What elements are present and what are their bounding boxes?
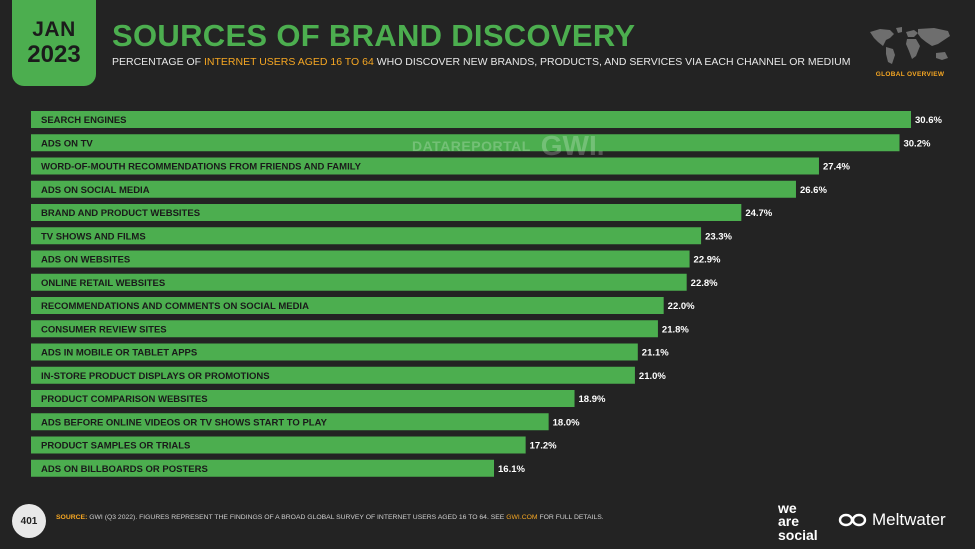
bar-category-label: ADS IN MOBILE OR TABLET APPS: [41, 348, 197, 359]
bar-value-label: 30.2%: [903, 138, 930, 149]
bar: [31, 436, 526, 454]
bar: [31, 390, 575, 407]
bar-value-label: 24.7%: [745, 208, 772, 219]
date-month: JAN: [32, 18, 76, 41]
bar-value-label: 22.8%: [691, 278, 718, 289]
bar: [31, 180, 796, 198]
bar-value-label: 17.2%: [530, 441, 557, 452]
bar: [31, 134, 900, 152]
bar-category-label: ONLINE RETAIL WEBSITES: [41, 278, 165, 289]
bar-value-label: 21.0%: [639, 371, 666, 382]
we-are-social-logo-text: we are social: [778, 500, 818, 543]
bar: [31, 459, 495, 477]
bar-value-label: 26.6%: [800, 185, 827, 196]
bar: [31, 204, 742, 221]
source-note: SOURCE: GWI (Q3 2022). FIGURES REPRESENT…: [56, 514, 604, 521]
bar-value-label: 21.1%: [642, 348, 669, 359]
bar: [31, 157, 819, 175]
meltwater-logo: Meltwater: [838, 510, 946, 530]
bar: [31, 320, 658, 338]
bar-value-label: 30.6%: [915, 115, 942, 126]
bar-category-label: ADS ON WEBSITES: [41, 255, 130, 266]
bar-value-label: 23.3%: [705, 231, 732, 242]
bar: [31, 227, 702, 245]
date-year: 2023: [27, 41, 81, 68]
bar-value-label: 22.9%: [694, 255, 721, 266]
world-map-icon: [870, 27, 950, 64]
bar-category-label: BRAND AND PRODUCT WEBSITES: [41, 208, 200, 219]
bar-category-label: CONSUMER REVIEW SITES: [41, 324, 167, 335]
bar-value-label: 22.0%: [668, 301, 695, 312]
subtitle-pre: PERCENTAGE OF: [112, 56, 204, 68]
page-title: SOURCES OF BRAND DISCOVERY: [112, 18, 636, 53]
bar: [31, 343, 638, 361]
bar: [31, 413, 549, 431]
bar-value-label: 18.0%: [553, 417, 580, 428]
bar: [31, 111, 911, 128]
bar-category-label: ADS ON BILLBOARDS OR POSTERS: [41, 464, 208, 475]
bar-category-label: PRODUCT COMPARISON WEBSITES: [41, 394, 208, 405]
source-end: FOR FULL DETAILS.: [537, 514, 604, 521]
source-link[interactable]: GWI.COM: [506, 514, 538, 521]
bar: [31, 366, 635, 384]
bar-category-label: ADS BEFORE ONLINE VIDEOS OR TV SHOWS STA…: [41, 417, 328, 428]
bar-value-label: 16.1%: [498, 464, 525, 475]
bar-category-label: PRODUCT SAMPLES OR TRIALS: [41, 441, 190, 452]
bar-category-label: TV SHOWS AND FILMS: [41, 231, 146, 242]
bar: [31, 250, 690, 268]
bar-category-label: RECOMMENDATIONS AND COMMENTS ON SOCIAL M…: [41, 301, 309, 312]
bar-value-label: 18.9%: [579, 394, 606, 405]
bar-category-label: SEARCH ENGINES: [41, 115, 127, 126]
page-number: 401: [12, 504, 46, 538]
meltwater-logo-text: Meltwater: [872, 510, 946, 529]
page-subtitle: PERCENTAGE OF INTERNET USERS AGED 16 TO …: [112, 56, 850, 68]
subtitle-post: WHO DISCOVER NEW BRANDS, PRODUCTS, AND S…: [373, 56, 851, 68]
global-overview-label: GLOBAL OVERVIEW: [875, 71, 945, 78]
source-text: GWI (Q3 2022). FIGURES REPRESENT THE FIN…: [87, 514, 507, 521]
we-are-social-logo: we are social: [778, 500, 818, 543]
subtitle-highlight: INTERNET USERS AGED 16 TO 64: [203, 56, 374, 68]
bar-category-label: ADS ON SOCIAL MEDIA: [41, 185, 150, 196]
bar-value-label: 21.8%: [662, 324, 689, 335]
date-badge: JAN 2023: [12, 0, 96, 86]
bar-value-label: 27.4%: [823, 162, 850, 173]
bar: [31, 297, 664, 314]
bar-category-label: WORD-OF-MOUTH RECOMMENDATIONS FROM FRIEN…: [41, 162, 362, 173]
bar-category-label: ADS ON TV: [41, 138, 93, 149]
meltwater-mark-icon: [838, 513, 867, 527]
source-label: SOURCE:: [56, 514, 88, 521]
bar-category-label: IN-STORE PRODUCT DISPLAYS OR PROMOTIONS: [41, 371, 270, 382]
bar: [31, 273, 687, 291]
